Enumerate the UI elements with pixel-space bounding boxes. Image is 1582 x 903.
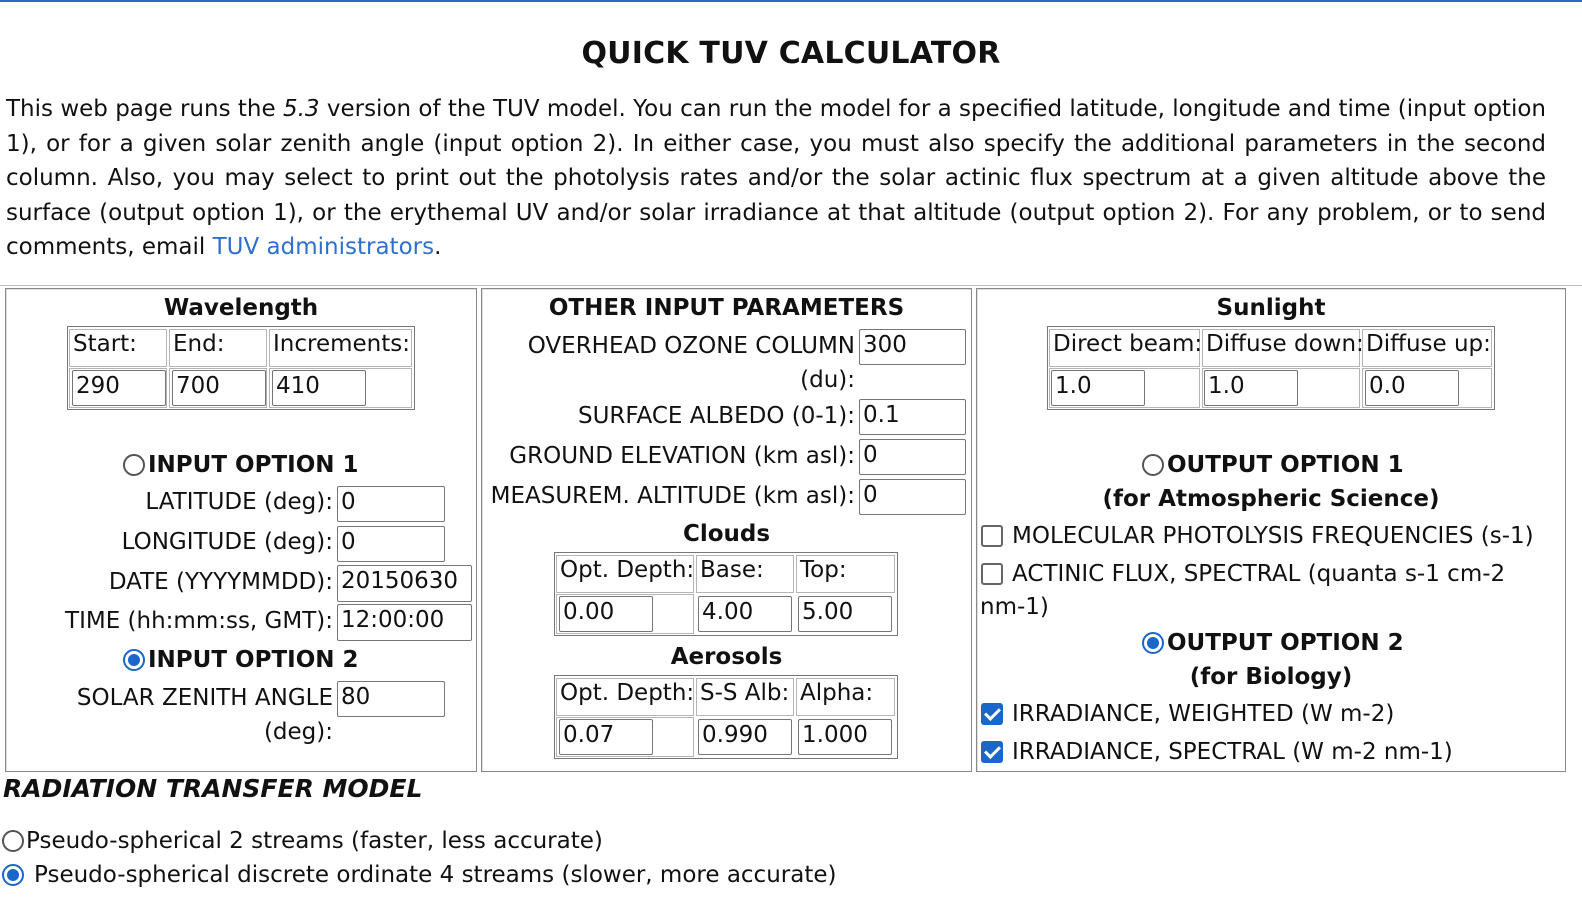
input-option1-label: INPUT OPTION 1 [148,452,359,478]
wavelength-start-input[interactable]: 290 [72,370,166,406]
longitude-input[interactable]: 0 [337,526,445,562]
output-option2-label: OUTPUT OPTION 2 [1167,630,1404,656]
ground-elevation-label: GROUND ELEVATION (km asl): [509,443,855,469]
clouds-header-depth: Opt. Depth: [556,555,694,593]
input-option2-label: INPUT OPTION 2 [148,647,359,673]
latitude-label: LATITUDE (deg): [145,489,333,515]
ground-elevation-input[interactable]: 0 [859,439,966,475]
rtm-4streams-radio[interactable] [2,864,24,886]
date-input[interactable]: 20150630 [337,565,472,602]
input-option1-radio[interactable] [123,454,145,476]
longitude-label: LONGITUDE (deg): [121,529,333,555]
other-params-title: OTHER INPUT PARAMETERS [548,295,905,321]
wavelength-header-end: End: [169,329,267,367]
intro-text-1: This web page runs the [6,96,283,122]
ozone-label-line1: OVERHEAD OZONE COLUMN [527,333,855,359]
input-option2-radio[interactable] [123,649,145,671]
irradiance-weighted-checkbox[interactable] [981,703,1003,725]
input-panel [5,288,477,772]
wavelength-header-increments: Increments: [269,329,412,367]
clouds-header-base: Base: [696,555,794,593]
divider [0,285,1582,286]
output-option2-subtitle: (for Biology) [1189,664,1353,690]
sunlight-header-diffuse-up: Diffuse up: [1362,329,1492,367]
aerosols-depth-input[interactable]: 0.07 [559,719,653,755]
albedo-label: SURFACE ALBEDO (0-1): [577,403,855,429]
clouds-title: Clouds [682,521,771,547]
sza-input[interactable]: 80 [337,681,445,717]
molecular-photolysis-checkbox[interactable] [981,525,1003,547]
tuv-admin-link[interactable]: TUV administrators [212,234,435,261]
sunlight-header-direct: Direct beam: [1049,329,1202,367]
sza-label-line1: SOLAR ZENITH ANGLE [76,685,333,711]
sunlight-diffuse-down-input[interactable]: 1.0 [1204,370,1298,406]
ozone-label-line2: (du): [800,367,855,393]
rtm-2streams-radio[interactable] [2,830,24,852]
latitude-input[interactable]: 0 [337,486,445,522]
output-option2-radio[interactable] [1142,632,1164,654]
intro-text-2: version of the TUV model. You can run th… [6,96,1546,261]
output-option1-label: OUTPUT OPTION 1 [1167,452,1404,478]
rtm-2streams-label: Pseudo-spherical 2 streams (faster, less… [26,828,603,854]
output-option1-subtitle: (for Atmospheric Science) [1102,486,1440,512]
output-option1-radio[interactable] [1142,454,1164,476]
wavelength-increments-input[interactable]: 410 [272,370,366,406]
wavelength-title: Wavelength [163,295,319,321]
actinic-flux-checkbox[interactable] [981,563,1003,585]
aerosols-header-depth: Opt. Depth: [556,678,694,716]
irradiance-spectral-checkbox[interactable] [981,741,1003,763]
irradiance-spectral-label: IRRADIANCE, SPECTRAL (W m-2 nm-1) [1012,739,1453,765]
other-params-panel [481,288,972,772]
molecular-photolysis-label: MOLECULAR PHOTOLYSIS FREQUENCIES (s-1) [1012,523,1534,549]
sunlight-title: Sunlight [1216,295,1326,321]
aerosols-alpha-input[interactable]: 1.000 [798,719,892,755]
sunlight-direct-input[interactable]: 1.0 [1051,370,1145,406]
albedo-input[interactable]: 0.1 [859,399,966,435]
wavelength-table [67,326,415,410]
wavelength-end-input[interactable]: 700 [172,370,266,406]
irradiance-weighted-label: IRRADIANCE, WEIGHTED (W m-2) [1012,701,1395,727]
clouds-base-input[interactable]: 4.00 [698,596,792,632]
aerosols-header-alpha: Alpha: [796,678,895,716]
ozone-input[interactable]: 300 [859,329,966,365]
sunlight-diffuse-up-input[interactable]: 0.0 [1365,370,1459,406]
measurem-altitude-label: MEASUREM. ALTITUDE (km asl): [490,483,855,509]
output-panel [976,288,1566,772]
measurem-altitude-input[interactable]: 0 [859,479,966,515]
rtm-title: RADIATION TRANSFER MODEL [3,774,423,803]
intro-paragraph: This web page runs the 5.3 version of th… [6,92,1546,265]
actinic-flux-label-line2: nm-1) [980,594,1049,620]
clouds-depth-input[interactable]: 0.00 [559,596,653,632]
aerosols-title: Aerosols [670,644,783,670]
date-label: DATE (YYYYMMDD): [108,569,333,595]
intro-version: 5.3 [282,96,320,122]
actinic-flux-label-line1: ACTINIC FLUX, SPECTRAL (quanta s-1 cm-2 [1012,561,1506,587]
aerosols-table [554,675,898,759]
aerosols-header-ssalb: S-S Alb: [696,678,794,716]
sza-label-line2: (deg): [263,719,333,745]
wavelength-header-start: Start: [69,329,167,367]
time-input[interactable]: 12:00:00 [337,604,472,641]
sunlight-table [1047,326,1495,410]
intro-text-end: . [434,234,442,261]
clouds-header-top: Top: [796,555,895,593]
page-title: QUICK TUV CALCULATOR [581,36,1001,71]
sunlight-header-diffuse-down: Diffuse down: [1202,329,1364,367]
rtm-4streams-label: Pseudo-spherical discrete ordinate 4 str… [34,862,837,888]
clouds-top-input[interactable]: 5.00 [798,596,892,632]
time-label: TIME (hh:mm:ss, GMT): [65,608,333,634]
aerosols-ssalb-input[interactable]: 0.990 [698,719,792,755]
clouds-table [554,552,898,636]
